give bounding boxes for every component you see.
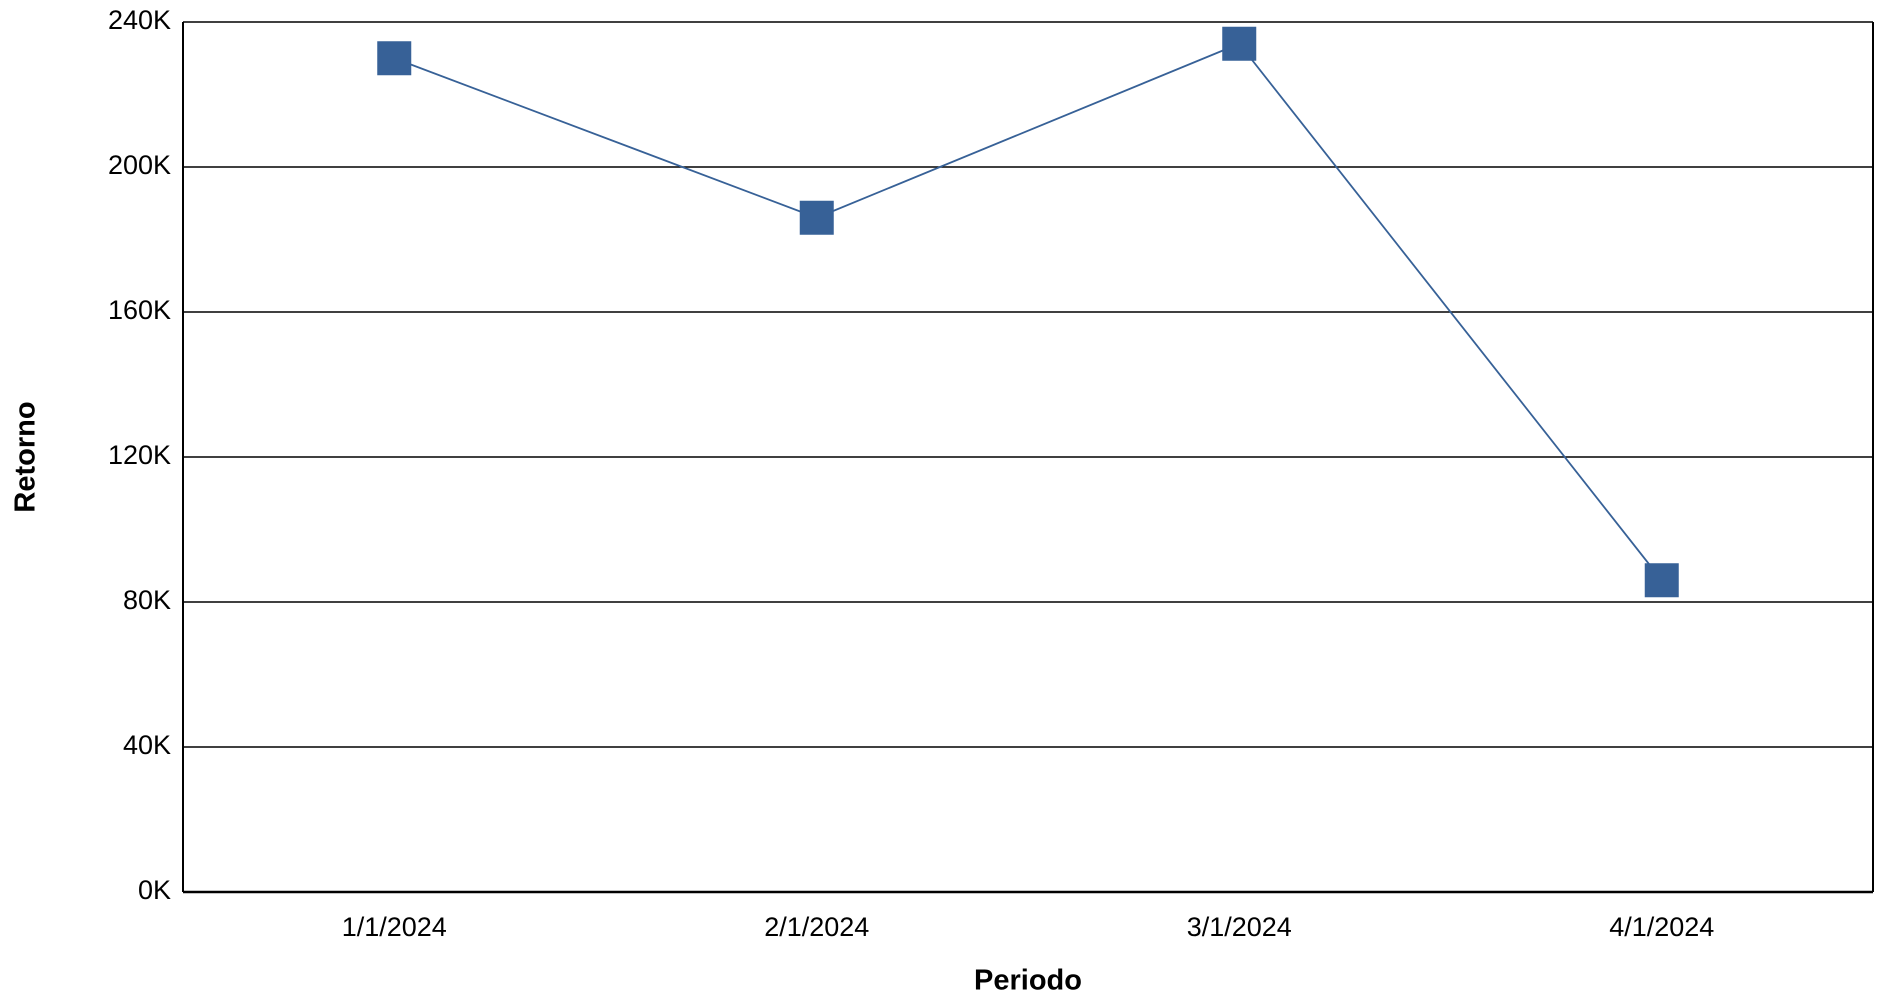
y-tick-label: 120K bbox=[108, 440, 171, 470]
x-axis-title: Periodo bbox=[974, 965, 1082, 997]
x-tick-label: 2/1/2024 bbox=[764, 912, 869, 942]
x-tick-label: 3/1/2024 bbox=[1187, 912, 1292, 942]
y-tick-label: 80K bbox=[123, 585, 171, 615]
y-tick-label: 160K bbox=[108, 295, 171, 325]
marker bbox=[799, 200, 834, 235]
marker bbox=[377, 41, 412, 76]
marker bbox=[1644, 563, 1679, 598]
y-tick-label: 200K bbox=[108, 150, 171, 180]
line bbox=[393, 42, 1663, 581]
y-tick-label: 240K bbox=[108, 5, 171, 35]
x-tick-label: 1/1/2024 bbox=[342, 912, 447, 942]
y-tick-label: 0K bbox=[138, 875, 171, 905]
y-axis-title: Retorno bbox=[10, 401, 42, 512]
marker bbox=[1222, 26, 1257, 61]
x-tick-label: 4/1/2024 bbox=[1609, 912, 1714, 942]
y-tick-label: 40K bbox=[123, 730, 171, 760]
